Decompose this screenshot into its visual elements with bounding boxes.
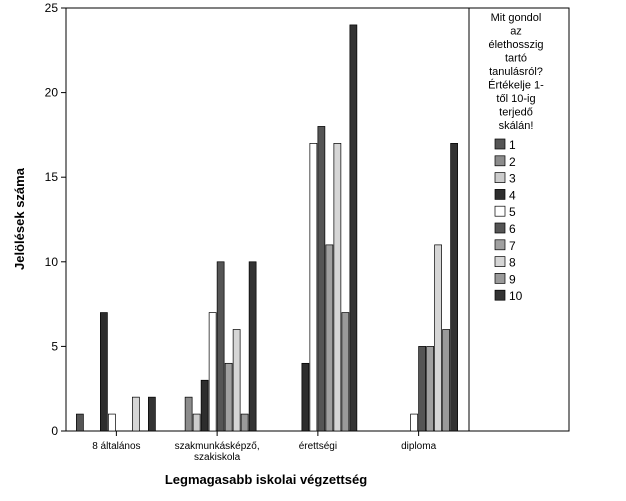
x-tick-label: diploma <box>401 441 436 452</box>
x-tick-label: 8 általános <box>92 441 140 452</box>
bar-8-1 <box>132 396 140 432</box>
plot-area <box>65 7 470 432</box>
y-tick-label: 15 <box>45 170 59 184</box>
bar-8-2 <box>232 329 241 432</box>
bar-5-1 <box>108 413 116 432</box>
x-axis: 8 általános szakmunkásképző,szakiskola ére… <box>92 431 437 463</box>
bar-5-3 <box>309 143 318 432</box>
legend-swatch-5 <box>494 205 506 217</box>
y-tick-label: 25 <box>45 1 59 15</box>
legend-title-line: az <box>510 26 522 38</box>
y-axis: 0 5 10 15 20 25 <box>45 1 66 438</box>
legend-title-line: Mit gondol <box>491 12 542 24</box>
legend-box <box>468 7 570 432</box>
x-tick-label: szakiskola <box>194 452 241 463</box>
legend-label-10: 10 <box>509 289 523 303</box>
x-axis-title: Legmagasabb iskolai végzettség <box>165 472 367 487</box>
y-tick-label: 0 <box>51 424 58 438</box>
legend-label-1: 1 <box>509 138 516 152</box>
legend-label-5: 5 <box>509 205 516 219</box>
bar-9-2 <box>240 413 249 432</box>
bar-9-4 <box>442 329 450 432</box>
bar-2-2 <box>184 396 193 432</box>
bar-8-3 <box>333 143 342 432</box>
bar-1-1 <box>76 413 84 432</box>
legend-label-4: 4 <box>509 188 516 202</box>
bar-8-4 <box>434 244 442 432</box>
legend-title-line: tartó <box>505 53 527 65</box>
legend-title-line: skálán! <box>499 120 534 132</box>
legend-label-9: 9 <box>509 272 516 286</box>
legend-swatch-2 <box>494 155 506 167</box>
legend-title-line: Értékelje 1- <box>488 79 544 92</box>
bar-7-3 <box>325 244 334 432</box>
bar-10-4 <box>450 143 458 432</box>
legend-title-line: től 10-ig <box>496 93 535 105</box>
bar-6-4 <box>418 346 426 432</box>
legend-swatch-6 <box>494 222 506 234</box>
legend-swatch-9 <box>494 273 506 284</box>
bar-4-1 <box>100 312 108 432</box>
legend-label-3: 3 <box>509 172 516 186</box>
bars-group <box>76 24 458 432</box>
bar-3-2 <box>192 413 201 432</box>
legend-label-7: 7 <box>509 239 516 253</box>
y-tick-label: 10 <box>45 255 59 269</box>
bar-6-2 <box>216 261 225 432</box>
y-tick-label: 20 <box>45 86 59 100</box>
legend-swatch-3 <box>494 172 506 183</box>
legend-label-6: 6 <box>509 222 516 236</box>
legend-swatch-10 <box>494 289 506 301</box>
x-tick-label: érettségi <box>299 441 337 452</box>
legend-swatch-7 <box>494 239 506 251</box>
legend-label-2: 2 <box>509 155 516 169</box>
legend: 1 2 3 4 5 6 7 8 9 10 <box>494 138 523 303</box>
bar-5-2 <box>208 312 217 432</box>
bar-5-4 <box>410 413 418 432</box>
bar-4-3 <box>301 362 310 432</box>
legend-title-line: tanulásról? <box>489 66 543 78</box>
bar-7-4 <box>426 346 434 432</box>
legend-label-8: 8 <box>509 256 516 270</box>
bar-6-3 <box>317 126 326 432</box>
x-tick-label: szakmunkásképző, <box>175 441 260 452</box>
bar-10-2 <box>248 261 257 432</box>
legend-swatch-1 <box>494 138 506 150</box>
bar-10-1 <box>148 396 156 432</box>
bar-7-2 <box>224 362 233 432</box>
legend-title-line: élethosszig <box>488 39 543 51</box>
bar-4-2 <box>200 379 209 432</box>
bar-9-3 <box>341 312 350 432</box>
bar-10-3 <box>349 24 358 432</box>
legend-title-line: terjedő <box>499 107 533 119</box>
legend-swatch-4 <box>494 189 506 200</box>
y-axis-title: Jelölések száma <box>12 167 27 270</box>
legend-swatch-8 <box>494 256 506 267</box>
y-tick-label: 5 <box>51 339 58 353</box>
